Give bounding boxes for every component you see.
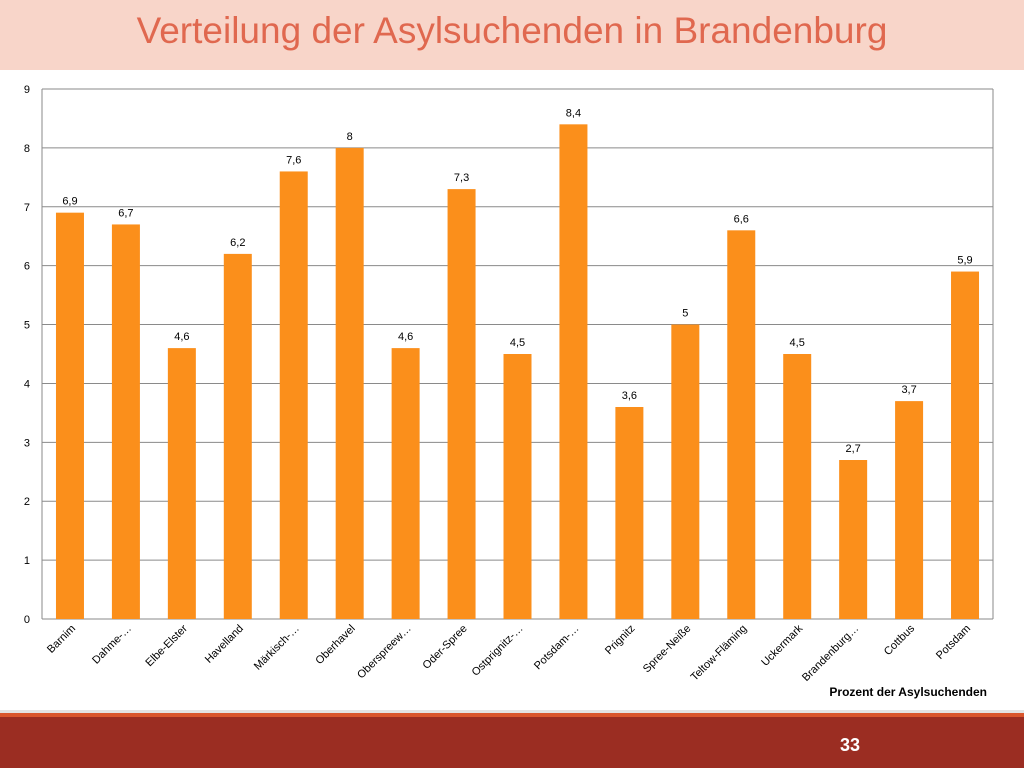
footer-divider [0, 710, 1024, 713]
bar [391, 348, 420, 619]
x-tick-label: Spree-Neiße [641, 623, 694, 676]
x-tick-label: Uckermark [759, 622, 805, 668]
data-label: 8,4 [566, 107, 581, 119]
bar [895, 401, 924, 619]
x-tick-label: Oberspreew… [355, 623, 414, 682]
y-tick-label: 4 [24, 378, 30, 390]
x-tick-label: Havelland [203, 623, 246, 666]
y-tick-label: 6 [24, 261, 30, 273]
data-label: 6,9 [62, 196, 77, 208]
bar [55, 212, 84, 619]
bar [727, 230, 756, 620]
data-label: 6,6 [734, 213, 749, 225]
x-tick-label: Oberhavel [313, 623, 357, 667]
bar [671, 324, 700, 619]
data-label: 6,2 [230, 237, 245, 249]
slide-title: Verteilung der Asylsuchenden in Brandenb… [136, 10, 888, 51]
bar [111, 224, 140, 619]
data-label: 4,6 [174, 331, 189, 343]
bars [55, 124, 980, 620]
bar [447, 189, 476, 619]
data-label: 4,6 [398, 331, 413, 343]
y-tick-label: 8 [24, 143, 30, 155]
y-tick-label: 0 [24, 614, 30, 626]
y-tick-label: 9 [24, 84, 30, 96]
data-label: 6,7 [118, 207, 133, 219]
y-tick-label: 1 [24, 555, 30, 567]
y-tick-label: 5 [24, 320, 30, 332]
data-label: 3,6 [622, 390, 637, 402]
data-label: 4,5 [510, 337, 525, 349]
data-label: 5,9 [957, 255, 972, 267]
x-tick-label: Potsdam-… [532, 623, 582, 673]
page-number: 33 [839, 735, 860, 755]
data-label: 7,3 [454, 172, 469, 184]
bar [615, 407, 644, 619]
bar-chart: 6,9 6,7 4,6 6,2 7,6 8 4,6 7,3 4,5 8,4 3,6 5 6,6 4,5 2,… [24, 84, 994, 699]
legend-label: Prozent der Asylsuchenden [829, 685, 987, 699]
footer-accent-stripe [0, 713, 1024, 717]
data-label: 2,7 [845, 443, 860, 455]
x-tick-label: Prignitz [603, 623, 637, 657]
title-band [0, 0, 1024, 70]
x-tick-label: Oder-Spree [421, 623, 470, 672]
y-tick-label: 7 [24, 202, 30, 214]
bar [279, 171, 308, 619]
bar [951, 271, 980, 619]
x-tick-label: Barnim [45, 623, 78, 656]
data-label: 5 [682, 308, 688, 320]
x-tick-label: Cottbus [882, 622, 918, 658]
x-tick-label: Märkisch-… [252, 623, 302, 673]
y-tick-label: 2 [24, 496, 30, 508]
x-tick-label: Brandenburg… [800, 623, 861, 684]
bar [335, 147, 364, 619]
chart-area: 6,9 6,7 4,6 6,2 7,6 8 4,6 7,3 4,5 8,4 3,6 5 6,6 4,5 2,… [0, 70, 1024, 710]
bar [559, 124, 588, 620]
bar [503, 354, 532, 619]
data-label: 8 [347, 131, 353, 143]
data-labels: 6,9 6,7 4,6 6,2 7,6 8 4,6 7,3 4,5 8,4 3,6 5 6,6 4,5 2,… [62, 107, 972, 455]
bar [223, 253, 252, 619]
data-label: 7,6 [286, 154, 301, 166]
y-tick-label: 3 [24, 437, 30, 449]
bar [839, 460, 868, 619]
footer-bar: 33 [0, 717, 1024, 768]
x-tick-label: Teltow-Fläming [689, 623, 750, 684]
data-label: 4,5 [790, 337, 805, 349]
data-label: 3,7 [901, 384, 916, 396]
bar [167, 348, 196, 619]
y-axis-ticks: 0 1 2 3 4 5 6 7 8 9 [24, 84, 30, 626]
bar [783, 354, 812, 619]
x-tick-label: Ostprignitz-… [470, 623, 526, 679]
x-axis-ticks: Barnim Dahme-… Elbe-Elster Havelland Märkisc… [45, 622, 973, 684]
x-tick-label: Elbe-Elster [143, 622, 190, 669]
x-tick-label: Potsdam [934, 623, 973, 662]
x-tick-label: Dahme-… [90, 623, 134, 667]
